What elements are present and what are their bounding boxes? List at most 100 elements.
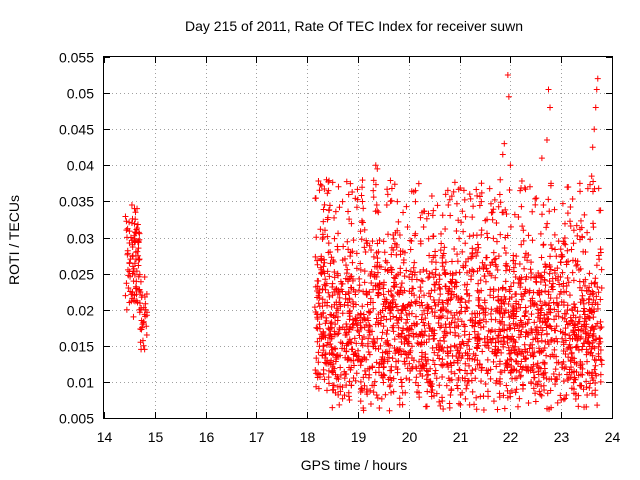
data-point-1055 <box>550 280 557 287</box>
data-point-2190 <box>445 287 452 294</box>
data-point-236 <box>123 218 130 225</box>
data-point-1240 <box>490 288 497 295</box>
data-point-1895 <box>596 334 603 341</box>
data-point-1749 <box>327 311 334 318</box>
data-point-105 <box>494 266 501 273</box>
data-point-2155 <box>560 280 567 287</box>
data-point-1729 <box>485 345 492 352</box>
data-point-232 <box>140 318 147 325</box>
data-point-1960 <box>329 280 336 287</box>
data-point-868 <box>523 354 530 361</box>
data-point-907 <box>576 314 583 321</box>
data-point-2173 <box>428 305 435 312</box>
data-point-555 <box>331 268 338 275</box>
data-point-374 <box>358 324 365 331</box>
data-point-2112 <box>581 305 588 312</box>
data-point-1356 <box>328 254 335 261</box>
data-point-865 <box>447 391 454 398</box>
data-point-2364 <box>577 335 584 342</box>
data-point-130 <box>545 86 552 93</box>
data-point-366 <box>535 269 542 276</box>
data-point-2409 <box>379 349 386 356</box>
data-point-2071 <box>551 206 558 213</box>
data-point-10 <box>132 209 139 216</box>
data-point-983 <box>430 207 437 214</box>
data-point-1177 <box>320 366 327 373</box>
data-point-1917 <box>425 235 432 242</box>
data-point-2192 <box>318 313 325 320</box>
data-point-397 <box>530 385 537 392</box>
data-point-1620 <box>453 200 460 207</box>
data-point-1824 <box>573 222 580 229</box>
data-point-2300 <box>548 375 555 382</box>
data-point-1005 <box>597 296 604 303</box>
data-point-642 <box>542 338 549 345</box>
data-point-2092 <box>479 348 486 355</box>
data-point-260 <box>128 298 135 305</box>
data-point-1857 <box>408 326 415 333</box>
data-point-1959 <box>439 394 446 401</box>
data-point-2069 <box>542 282 549 289</box>
data-point-2282 <box>597 356 604 363</box>
data-point-94 <box>466 191 473 198</box>
data-point-1864 <box>492 343 499 350</box>
data-point-2321 <box>332 286 339 293</box>
data-point-1825 <box>376 360 383 367</box>
data-point-1346 <box>537 298 544 305</box>
data-point-1686 <box>321 376 328 383</box>
data-point-2343 <box>371 263 378 270</box>
data-point-756 <box>501 327 508 334</box>
data-point-1838 <box>510 252 517 259</box>
data-point-2295 <box>380 323 387 330</box>
data-point-2241 <box>554 265 561 272</box>
data-point-1224 <box>564 274 571 281</box>
data-point-855 <box>481 273 488 280</box>
data-point-1496 <box>417 268 424 275</box>
data-point-2363 <box>392 364 399 371</box>
data-point-1576 <box>431 349 438 356</box>
data-point-2195 <box>503 210 510 217</box>
data-point-1568 <box>354 186 361 193</box>
data-point-399 <box>346 378 353 385</box>
data-point-2287 <box>326 273 333 280</box>
data-point-988 <box>312 366 319 373</box>
data-point-2023 <box>353 250 360 257</box>
data-point-1054 <box>582 276 589 283</box>
data-point-154 <box>594 75 601 82</box>
data-point-1387 <box>359 336 366 343</box>
data-points <box>122 72 605 414</box>
data-point-1364 <box>538 272 545 279</box>
data-point-2263 <box>443 307 450 314</box>
data-point-1363 <box>458 219 465 226</box>
data-point-2224 <box>584 369 591 376</box>
data-point-1312 <box>447 329 454 336</box>
data-point-1759 <box>378 314 385 321</box>
data-point-1443 <box>484 388 491 395</box>
data-point-1466 <box>490 235 497 242</box>
data-point-754 <box>480 323 487 330</box>
data-point-1115 <box>425 210 432 217</box>
data-point-957 <box>550 370 557 377</box>
data-point-1266 <box>333 305 340 312</box>
data-point-2395 <box>372 208 379 215</box>
data-point-2388 <box>511 338 518 345</box>
data-point-972 <box>436 297 443 304</box>
data-point-1762 <box>435 320 442 327</box>
data-point-2113 <box>571 301 578 308</box>
data-point-1456 <box>347 253 354 260</box>
data-point-523 <box>417 284 424 291</box>
data-point-1556 <box>576 236 583 243</box>
data-point-1984 <box>357 378 364 385</box>
data-point-2080 <box>364 315 371 322</box>
data-point-827 <box>395 218 402 225</box>
data-point-1918 <box>560 348 567 355</box>
data-point-213 <box>136 286 143 293</box>
data-point-2039 <box>406 349 413 356</box>
data-point-1082 <box>462 258 469 265</box>
data-point-1264 <box>449 258 456 265</box>
data-point-1530 <box>516 395 523 402</box>
data-point-871 <box>390 375 397 382</box>
data-point-1732 <box>422 354 429 361</box>
data-point-2232 <box>577 364 584 371</box>
data-point-1933 <box>570 327 577 334</box>
